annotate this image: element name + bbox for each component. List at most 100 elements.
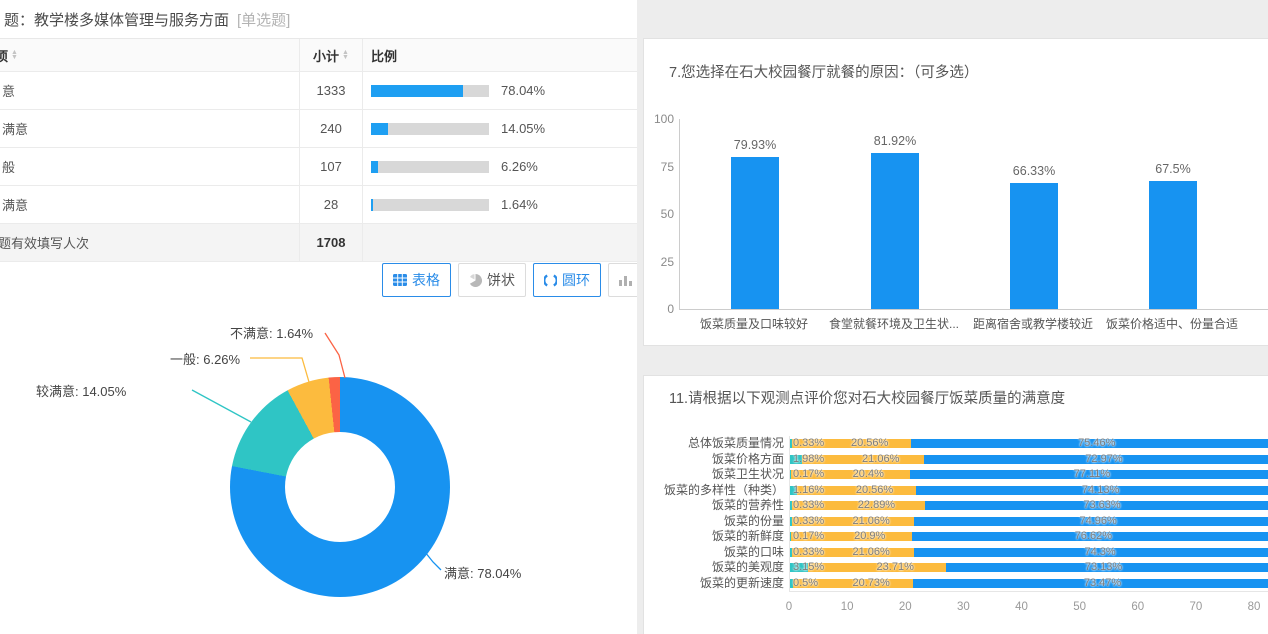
segment-value-label: 20.9% <box>854 530 886 542</box>
stacked-segment <box>911 439 1268 449</box>
bar-value-label: 81.92% <box>873 134 917 149</box>
row-ratio-text: 14.05% <box>501 121 546 136</box>
sort-icon[interactable]: ▲ ▼ <box>11 49 18 61</box>
chart-type-button-label: 圆环 <box>562 272 590 288</box>
table-row: 满意 28 1.64% <box>0 186 637 224</box>
stacked-segment <box>790 501 792 511</box>
row-count: 1333 <box>300 72 363 109</box>
table-header-row: 项 ▲▼ 小计 ▲▼ 比例 <box>0 39 637 72</box>
question11-card: 11.请根据以下观测点评价您对石大校园餐厅饭菜质量的满意度 总体饭菜质量情况 饭菜… <box>643 375 1268 634</box>
donut-leader-line <box>191 389 252 423</box>
y-axis-tick-label: 75 <box>660 159 674 174</box>
row-ratio-text: 78.04% <box>501 83 546 98</box>
stats-table: 项 ▲▼ 小计 ▲▼ 比例 意 1333 78.04% <box>0 38 637 262</box>
bar-category-label: 饭菜质量及口味较好 <box>699 317 809 331</box>
stacked-segment <box>913 578 1268 588</box>
stacked-segment <box>790 470 910 480</box>
question11-title: 11.请根据以下观测点评价您对石大校园餐厅饭菜质量的满意度 <box>669 391 1066 407</box>
row-option-label: 满意 <box>2 122 29 137</box>
y-axis-tick-label: 25 <box>660 254 674 269</box>
donut-label-满意: 满意: 78.04% <box>444 566 522 581</box>
stacked-segment <box>790 485 797 495</box>
question-title-text: 题：教学楼多媒体管理与服务方面 <box>4 12 230 29</box>
ratio-bar-track <box>371 160 489 173</box>
stacked-bar-row <box>790 470 1268 480</box>
table-row: 意 1333 78.04% <box>0 72 637 110</box>
donut-leader-line <box>250 357 310 383</box>
segment-value-label: 76.62% <box>1074 530 1112 542</box>
row-ratio-text: 1.64% <box>501 197 538 212</box>
row-option-label: 般 <box>2 160 16 175</box>
row-count: 240 <box>300 110 363 147</box>
segment-value-label: 20.73% <box>852 576 890 589</box>
bar-0 <box>731 157 779 309</box>
segment-value-label: 21.06% <box>852 545 890 558</box>
stacked-segment <box>790 439 792 449</box>
x-axis-tick-label: 70 <box>1189 601 1203 613</box>
stacked-segment <box>912 532 1268 542</box>
stacked-bar-row <box>790 454 1268 464</box>
stacked-bar-row <box>790 501 1268 511</box>
y-axis-tick-label: 100 <box>653 112 674 126</box>
segment-value-label: 20.4% <box>852 468 884 480</box>
stacked-row-label: 饭菜的新鲜度 <box>711 529 784 543</box>
segment-value-label: 74.96% <box>1079 514 1117 527</box>
segment-value-label: 23.71% <box>876 561 914 573</box>
stacked-segment <box>792 578 914 588</box>
donut-label-一般: 一般: 6.26% <box>170 352 241 367</box>
segment-value-label: 74.13% <box>1081 483 1120 496</box>
stacked-row-label: 饭菜的更新速度 <box>699 575 784 590</box>
ratio-bar-track <box>371 84 489 97</box>
sort-icon[interactable]: ▲ ▼ <box>342 49 349 61</box>
bar-1 <box>871 153 919 309</box>
donut-label-不满意: 不满意: 1.64% <box>230 326 314 341</box>
segment-value-label: 0.17% <box>793 530 825 542</box>
segment-value-label: 0.33% <box>793 437 825 449</box>
stacked-segment <box>914 547 1268 557</box>
row-count: 107 <box>300 148 363 185</box>
question11-stacked-chart: 0.33% 20.56% 75.46% 1.98% 21.06% 72.97% 0.17% 2… <box>789 436 1268 592</box>
row-ratio-cell: 78.04% <box>363 72 637 109</box>
question-title: 题：教学楼多媒体管理与服务方面 [单选题] <box>4 9 290 30</box>
row-ratio-cell: 14.05% <box>363 110 637 147</box>
ratio-bar-fill <box>371 84 464 97</box>
row-count: 28 <box>300 186 363 223</box>
segment-value-label: 21.06% <box>852 514 890 527</box>
ratio-bar-fill <box>371 122 388 135</box>
chart-type-button-column[interactable]: 柱状 <box>608 263 637 297</box>
table-body: 意 1333 78.04% 满意 240 14.05% 般 107 <box>0 72 637 224</box>
stacked-bar-row <box>790 578 1268 588</box>
total-row-count: 1708 <box>300 224 363 261</box>
stacked-row-label: 饭菜的口味 <box>723 544 784 559</box>
chart-type-button-table[interactable]: 表格 <box>382 263 451 297</box>
row-ratio-text: 6.26% <box>501 159 538 174</box>
segment-value-label: 77.11% <box>1073 468 1111 480</box>
question7-bar-chart: 79.93% 81.92% 66.33% 67.5% <box>679 119 1268 310</box>
stacked-bar-row <box>790 485 1268 495</box>
stacked-row-label: 饭菜的营养性 <box>711 498 784 512</box>
bar-2 <box>1010 182 1058 309</box>
chart-type-button-label: 表格 <box>412 272 440 288</box>
header-option-cell[interactable]: 项 ▲▼ <box>0 39 300 71</box>
x-axis-tick-label: 10 <box>840 601 854 613</box>
stacked-segment <box>916 485 1268 495</box>
stacked-segment <box>790 516 792 526</box>
donut-hole <box>285 432 395 542</box>
segment-value-label: 0.5% <box>793 576 819 589</box>
bar-value-label: 67.5% <box>1155 161 1191 176</box>
header-count-cell[interactable]: 小计 ▲ ▼ <box>300 39 363 71</box>
total-row-label: 题有效填写人次 <box>0 236 90 251</box>
chart-type-button-donut[interactable]: 圆环 <box>533 263 601 297</box>
chart-type-button-pie[interactable]: 饼状 <box>458 263 526 297</box>
pie-icon <box>469 273 482 287</box>
header-ratio-label: 比例 <box>371 48 398 64</box>
donut-label-较满意: 较满意: 14.05% <box>36 384 127 399</box>
segment-value-label: 1.98% <box>793 452 825 465</box>
table-row: 满意 240 14.05% <box>0 110 637 148</box>
header-option-label: 项 <box>0 46 8 65</box>
question11-category-labels: 总体饭菜质量情况 饭菜价格方面 饭菜卫生状况 饭菜的多样性（种类） 饭菜的营养性 饭菜的份… <box>644 436 784 591</box>
stacked-row-label: 饭菜卫生状况 <box>711 467 784 481</box>
stacked-segment <box>790 532 791 542</box>
x-axis-tick-label: 30 <box>956 601 970 613</box>
stacked-segment <box>790 454 802 464</box>
